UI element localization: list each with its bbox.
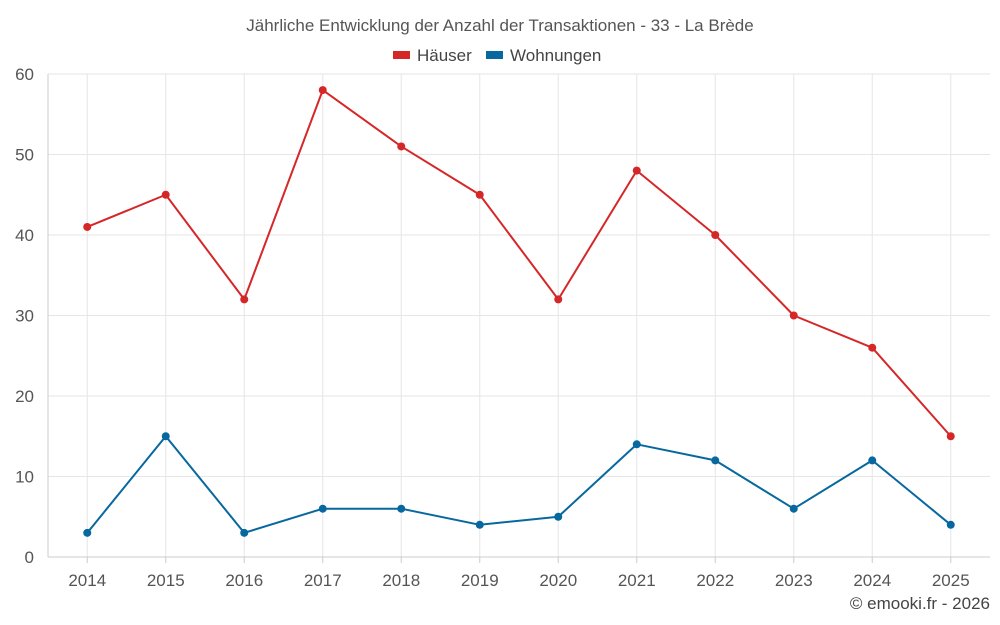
data-point[interactable]: [318, 86, 327, 95]
y-tick-label: 50: [15, 146, 34, 165]
series-line: [86, 435, 952, 534]
data-point[interactable]: [83, 528, 92, 537]
series-1: [83, 432, 955, 537]
legend: Häuser Wohnungen: [393, 46, 601, 65]
legend-item-wohnungen[interactable]: Wohnungen: [486, 46, 601, 65]
data-point[interactable]: [711, 231, 720, 239]
x-tick-label: 2022: [696, 571, 734, 590]
x-tick-label: 2023: [775, 571, 813, 590]
y-tick-label: 0: [25, 548, 34, 567]
x-tick-label: 2019: [461, 571, 499, 590]
data-point[interactable]: [397, 504, 406, 513]
legend-item-haeuser[interactable]: Häuser: [393, 46, 472, 65]
data-point[interactable]: [240, 528, 249, 537]
data-point[interactable]: [632, 166, 641, 175]
x-tick-label: 2020: [539, 571, 577, 590]
legend-swatch-haeuser: [393, 51, 410, 59]
legend-label-wohnungen: Wohnungen: [510, 46, 601, 65]
data-point[interactable]: [475, 190, 484, 199]
x-tick-label: 2021: [618, 571, 656, 590]
grid: [48, 73, 990, 557]
x-tick-label: 2024: [853, 571, 891, 590]
axes: 0 10 20 30 40 50 60 2014 2015 2016 2017 2018 2019 202…: [15, 65, 990, 590]
series-line: [86, 89, 952, 437]
x-tick-label: 2014: [68, 571, 106, 590]
x-tick-label: 2015: [147, 571, 185, 590]
data-point[interactable]: [946, 432, 955, 441]
data-point[interactable]: [554, 295, 563, 304]
x-tick-label: 2025: [932, 571, 970, 590]
y-tick-label: 60: [15, 65, 34, 84]
data-point[interactable]: [868, 456, 877, 465]
data-point[interactable]: [83, 222, 92, 231]
series: [83, 86, 955, 537]
legend-label-haeuser: Häuser: [417, 46, 472, 65]
x-tick-label: 2016: [225, 571, 263, 590]
data-point[interactable]: [397, 142, 406, 151]
data-point[interactable]: [240, 295, 249, 304]
legend-swatch-wohnungen: [486, 51, 503, 59]
y-tick-label: 30: [15, 307, 34, 326]
data-point[interactable]: [946, 520, 955, 529]
data-point[interactable]: [161, 432, 170, 441]
data-point[interactable]: [318, 504, 327, 513]
data-point[interactable]: [161, 190, 170, 199]
data-point[interactable]: [789, 311, 798, 320]
chart-title: Jährliche Entwicklung der Anzahl der Tra…: [246, 16, 753, 35]
series-0: [83, 86, 955, 441]
credit-text: © emooki.fr - 2026: [850, 594, 990, 613]
data-point[interactable]: [789, 504, 798, 513]
data-point[interactable]: [711, 456, 720, 465]
data-point[interactable]: [554, 512, 563, 521]
x-tick-label: 2017: [304, 571, 342, 590]
data-point[interactable]: [632, 440, 641, 449]
data-point[interactable]: [868, 343, 877, 352]
y-tick-label: 10: [15, 468, 34, 487]
data-point[interactable]: [475, 520, 484, 529]
y-tick-label: 20: [15, 387, 34, 406]
y-tick-label: 40: [15, 226, 34, 245]
x-tick-label: 2018: [382, 571, 420, 590]
